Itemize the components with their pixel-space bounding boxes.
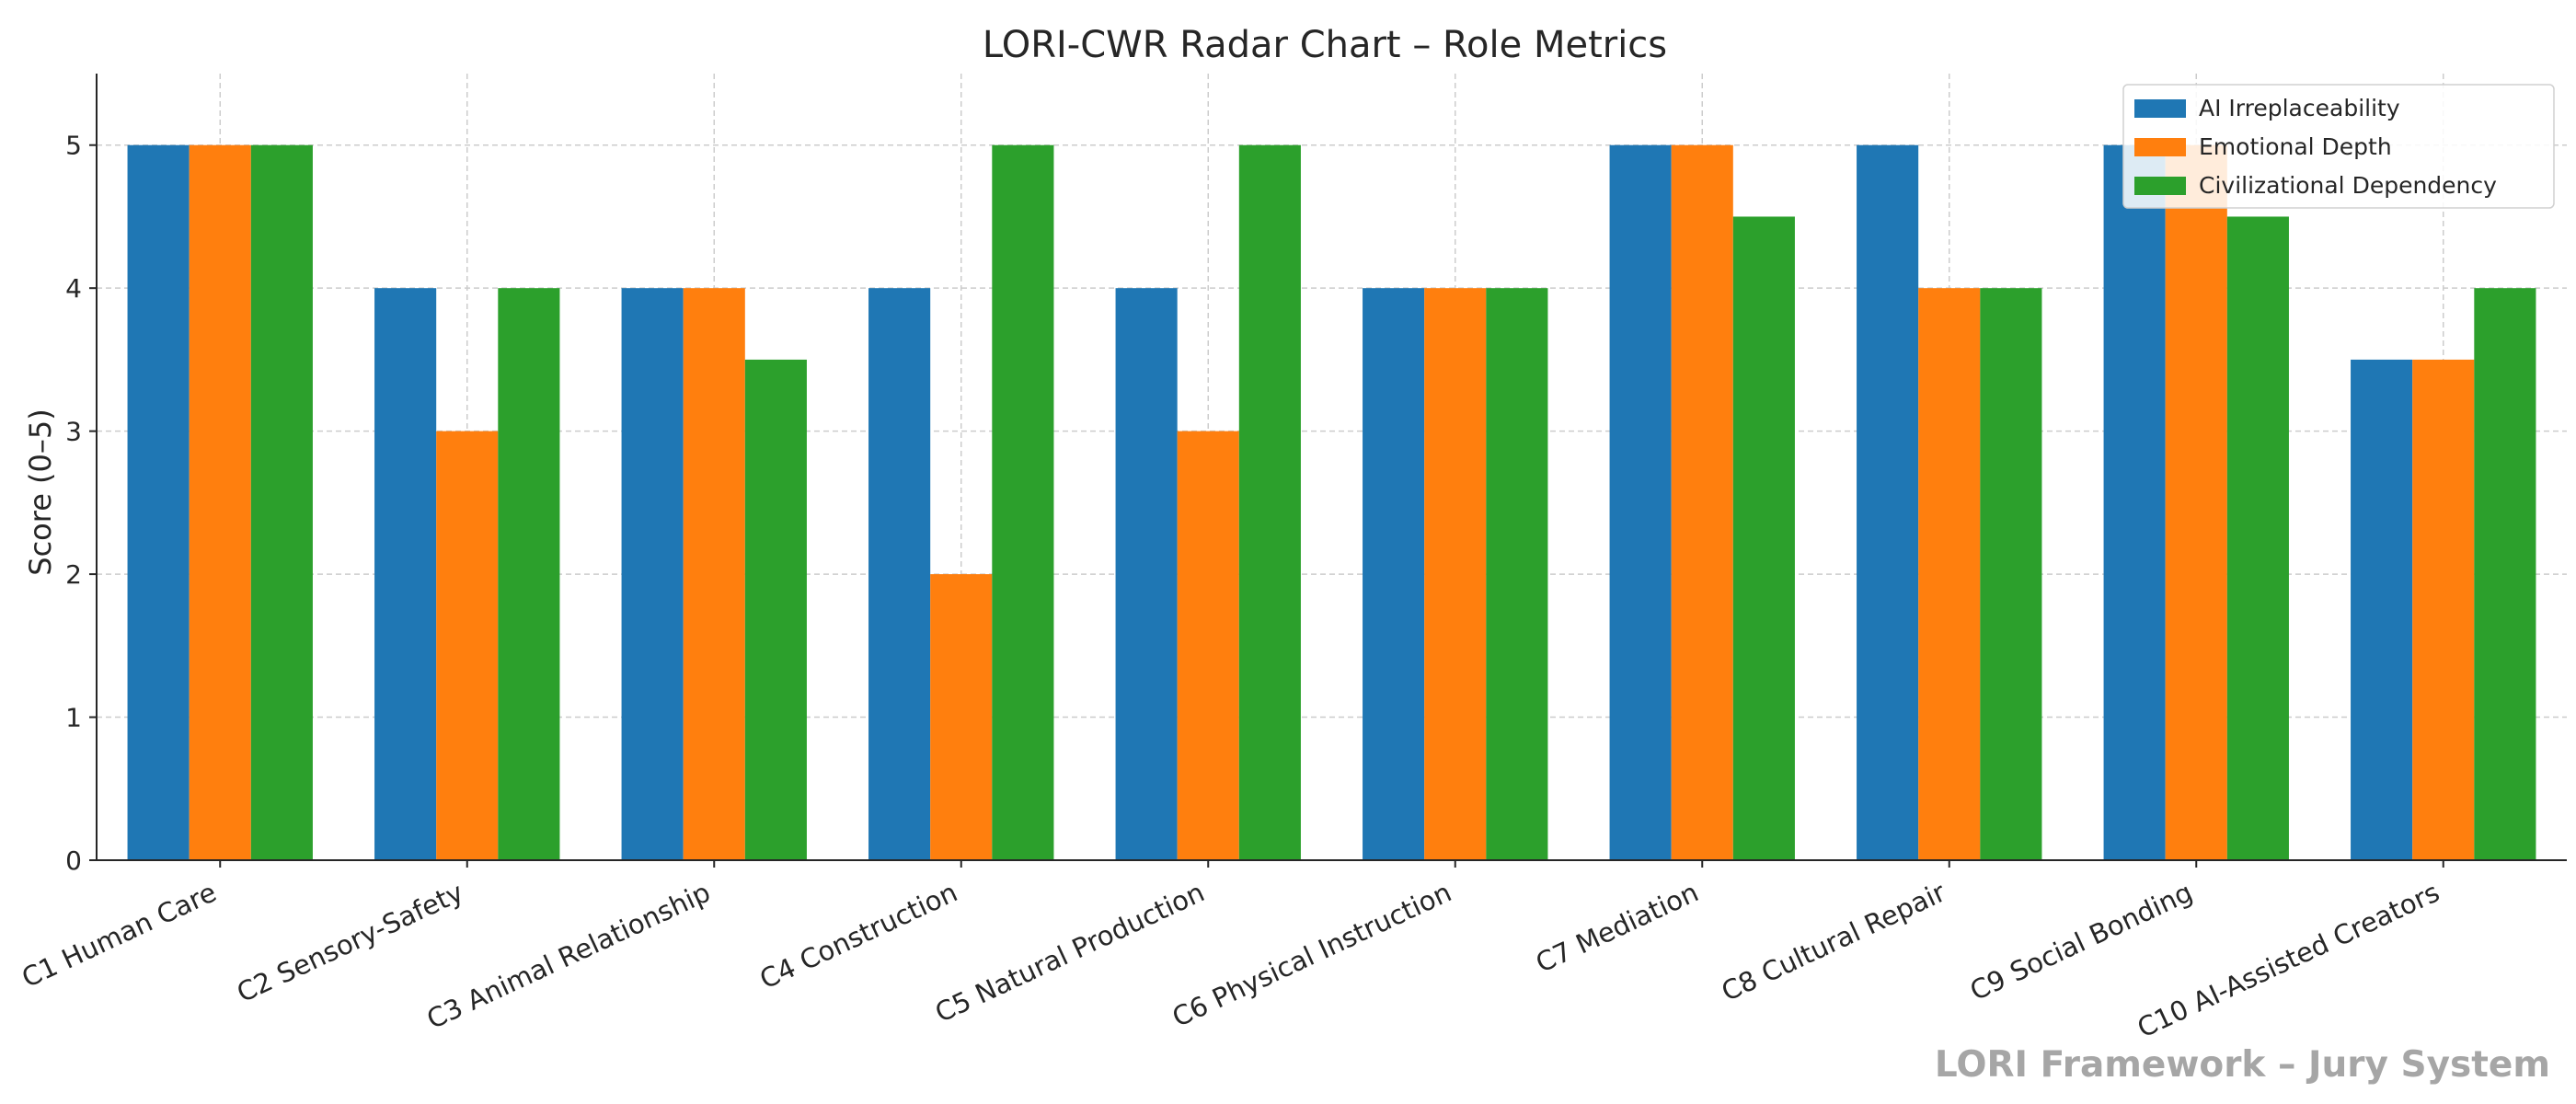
y-tick-label: 3 [65,417,82,447]
y-tick-label: 1 [65,703,82,733]
bar [127,144,190,860]
y-tick-label: 0 [65,845,82,876]
bar [1918,288,1981,860]
bar [1671,144,1733,860]
x-tick-label: C7 Mediation [1531,877,1703,979]
axes [89,74,2567,868]
x-tick-label: C6 Physical Instruction [1167,877,1456,1033]
y-axis-label: Score (0–5) [23,408,58,575]
x-tick-label: C3 Animal Relationship [422,877,715,1036]
bar [683,288,745,860]
bar [1980,288,2042,860]
y-tick-label: 2 [65,559,82,590]
bar [1732,216,1795,861]
legend-frame [2122,84,2555,209]
watermark-text: LORI Framework – Jury System [1935,1044,2550,1086]
chart-title: LORI-CWR Radar Chart – Role Metrics [983,24,1667,66]
bar [498,288,560,860]
bars [127,144,2536,861]
bar [1424,288,1487,860]
bar [1363,288,1425,860]
bar [992,144,1054,860]
bar [1238,144,1301,860]
bar [1115,288,1178,860]
bar [374,288,437,860]
bar [2412,359,2475,861]
x-tick-label: C9 Social Bonding [1965,877,2197,1007]
bar [2165,144,2227,860]
x-tick-label: C2 Sensory-Safety [232,877,468,1009]
y-tick-label: 4 [65,273,82,304]
bar [1486,288,1548,860]
legend: AI Irreplaceability Emotional Depth Civili… [2122,84,2555,209]
bar [1857,144,1919,860]
legend-label: AI Irreplaceability [2199,95,2400,121]
bar [2103,144,2166,860]
bar [2474,288,2536,860]
bar [1177,431,1239,860]
x-tick-label: C1 Human Care [17,877,221,995]
legend-swatch [2134,99,2186,118]
bar [930,574,993,860]
bar [2351,359,2413,861]
legend-label: Emotional Depth [2199,133,2392,160]
x-tick-label: C8 Cultural Repair [1717,876,1950,1006]
bar [744,359,807,861]
bar [436,431,499,860]
y-tick-label: 5 [65,131,82,161]
legend-label: Civilizational Dependency [2199,172,2497,199]
bar [250,144,313,860]
bar [1609,144,1672,860]
bar [189,144,251,860]
x-tick-label: C4 Construction [755,877,962,995]
legend-swatch [2134,177,2186,195]
legend-swatch [2134,138,2186,156]
bar [621,288,684,860]
bar [868,288,931,860]
bar [2226,216,2289,861]
